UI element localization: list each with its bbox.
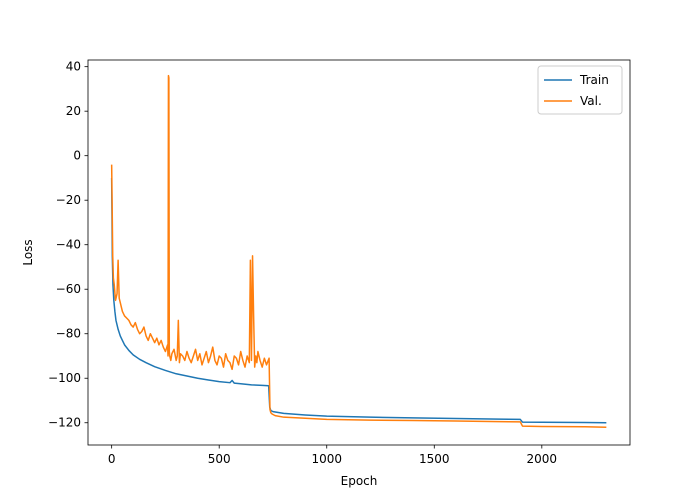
y-tick-label: −60 [56,282,81,296]
y-tick-label: 40 [66,60,81,74]
y-tick-label: 0 [73,149,81,163]
legend-box [537,65,623,115]
x-tick-label: 500 [208,452,231,466]
legend: Train Val. [537,65,623,115]
y-axis-label: Loss [21,239,35,265]
y-tick-label: 20 [66,104,81,118]
x-tick-label: 0 [108,452,116,466]
plot-area [110,74,607,428]
y-tick-label: −40 [56,238,81,252]
x-tick-label: 1000 [311,452,342,466]
x-axis-label: Epoch [341,474,378,488]
series-line-train [110,177,607,424]
legend-label: Val. [580,94,602,108]
axes: 0 500 1000 1500 2000 −120 −100 −80 −60 −40 −20 0 20 4… [48,59,631,466]
series-line-val [110,74,607,428]
plot-frame [87,59,631,446]
y-tick-label: −80 [56,327,81,341]
y-tick-label: −100 [48,371,81,385]
x-tick-label: 1500 [419,452,450,466]
x-tick-label: 2000 [527,452,558,466]
legend-label: Train [579,73,609,87]
y-tick-label: −20 [56,193,81,207]
y-tick-label: −120 [48,416,81,430]
